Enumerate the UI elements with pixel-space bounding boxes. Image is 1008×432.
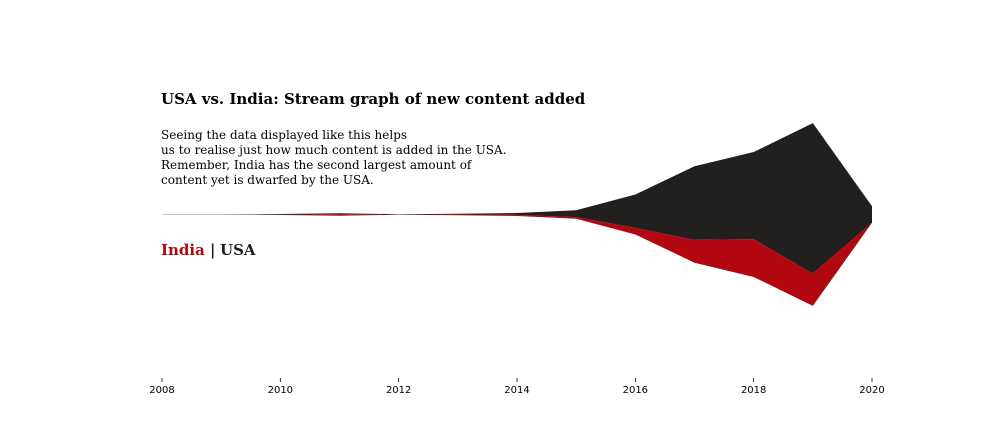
subtitle-line-1: Seeing the data displayed like this help… [161,128,407,142]
x-tick-label-2012: 2012 [386,385,411,396]
x-tick-label-2008: 2008 [149,385,174,396]
legend-india: India [161,241,205,259]
x-tick-label-2014: 2014 [504,385,529,396]
x-tick-label-2018: 2018 [741,385,766,396]
legend-usa: USA [220,241,256,259]
stream-usa [162,123,872,274]
legend-separator: | [210,241,215,259]
subtitle-line-3: Remember, India has the second largest a… [161,158,473,172]
chart-title: USA vs. India: Stream graph of new conte… [161,90,586,108]
x-axis: 2008 2010 2012 2014 2016 2018 2020 [149,378,885,396]
streams [162,123,872,306]
x-tick-label-2010: 2010 [268,385,293,396]
subtitle-line-4: content yet is dwarfed by the USA. [161,173,374,187]
stream-india [162,214,872,306]
x-tick-label-2016: 2016 [623,385,648,396]
subtitle-line-2: us to realise just how much content is a… [161,143,507,157]
x-tick-label-2020: 2020 [859,385,884,396]
